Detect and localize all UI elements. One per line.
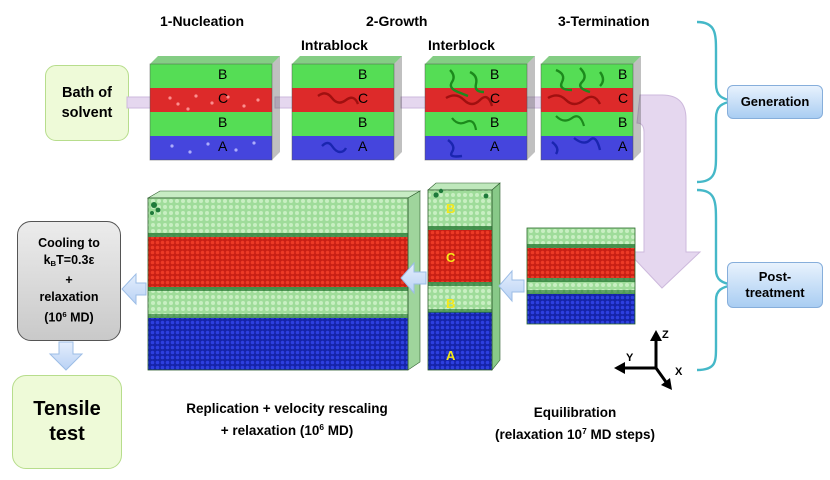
connector-bar (126, 96, 152, 109)
replication-line-2: + relaxation (106 MD) (162, 418, 412, 440)
bath-of-solvent-box: Bath of solvent (45, 65, 129, 141)
layer-label-a: A (490, 138, 500, 154)
layer-label-b: B (358, 114, 368, 130)
replicated-box (146, 190, 422, 371)
layer-label-b: B (446, 201, 456, 216)
equilibration-line-2-suffix: MD steps) (586, 426, 655, 442)
equilibration-line-2: (relaxation 107 MD steps) (470, 422, 680, 444)
axis-label-x: X (675, 366, 683, 378)
interblock-block (424, 56, 535, 161)
interblock-label: Interblock (428, 37, 495, 53)
replication-line-1: Replication + velocity rescaling (186, 401, 388, 416)
generation-tag: Generation (727, 85, 823, 119)
layer-label-a: A (618, 138, 628, 154)
arrow-down (48, 341, 84, 371)
post-treatment-line-1: Post- (758, 269, 792, 284)
growth-title: 2-Growth (366, 13, 428, 29)
equilibration-line-2-prefix: (relaxation 10 (495, 426, 583, 442)
layer-label-c: C (446, 250, 456, 265)
bath-line-2: solvent (61, 105, 113, 121)
layer-label-c: C (490, 90, 501, 106)
termination-block (540, 56, 641, 161)
cooling-k-subscript: B (50, 259, 57, 269)
cooling-md-open: (10 (44, 310, 63, 325)
nucleation-title: 1-Nucleation (160, 13, 245, 29)
axis-label-y: Y (626, 352, 634, 364)
arrow-left (121, 272, 147, 306)
equilibrated-box (526, 227, 636, 325)
axis-label-z: Z (662, 329, 669, 341)
replication-line-2-suffix: MD) (324, 422, 354, 438)
axes-icon (614, 330, 672, 390)
layer-label-b: B (490, 66, 500, 82)
layer-label-b: B (218, 114, 228, 130)
layer-label-a: A (446, 348, 456, 363)
equilibration-caption: Equilibration (relaxation 107 MD steps) (470, 404, 680, 444)
nucleation-block (149, 56, 280, 161)
connector-bar (400, 96, 428, 109)
cooling-relaxation: relaxation (39, 290, 99, 305)
layer-label-b: B (618, 66, 628, 82)
tall-column-box (427, 182, 501, 371)
layer-label-a: A (358, 138, 368, 154)
cooling-plus: + (65, 273, 73, 288)
tensile-line-1: Tensile (33, 398, 101, 420)
replication-caption: Replication + velocity rescaling + relax… (162, 400, 412, 440)
curved-process-arrow (626, 94, 702, 289)
cooling-k: k (43, 253, 51, 268)
cooling-box: Cooling to kBT=0.3ε + relaxation (106 MD… (17, 221, 121, 341)
layer-label-b: B (618, 114, 628, 130)
cooling-md-exponent: 6 (62, 310, 67, 320)
generation-label: Generation (740, 94, 810, 109)
cooling-md-steps: (106 MD) (38, 306, 100, 326)
tensile-test-box: Tensile test (12, 375, 122, 469)
layer-label-b: B (490, 114, 500, 130)
cooling-line-1: Cooling to (38, 236, 100, 251)
layer-label-b: B (218, 66, 228, 82)
replication-line-2-prefix: + relaxation (10 (220, 422, 320, 438)
cooling-t-value: T=0.3ε (56, 253, 95, 268)
equilibration-line-1: Equilibration (533, 405, 617, 420)
layer-label-c: C (218, 90, 229, 106)
layer-label-c: C (358, 90, 369, 106)
arrow-left (498, 269, 525, 303)
termination-title: 3-Termination (558, 13, 650, 29)
flow-arrows (48, 261, 525, 371)
post-treatment-line-2: treatment (745, 285, 805, 300)
layer-label-c: C (618, 90, 629, 106)
tensile-line-2: test (49, 423, 85, 445)
layer-label-b: B (446, 296, 456, 311)
cooling-md-close: MD) (66, 310, 94, 325)
bath-line-1: Bath of (62, 85, 112, 101)
layer-label-a: A (218, 138, 228, 154)
intrablock-block (291, 56, 402, 161)
arrow-left (400, 261, 427, 295)
cooling-temperature: kBT=0.3ε (38, 252, 100, 272)
layer-label-b: B (358, 66, 368, 82)
equilibration-exponent: 7 (582, 426, 587, 436)
intrablock-label: Intrablock (301, 37, 368, 53)
replication-exponent: 6 (319, 422, 325, 432)
post-treatment-tag: Post- treatment (727, 262, 823, 308)
